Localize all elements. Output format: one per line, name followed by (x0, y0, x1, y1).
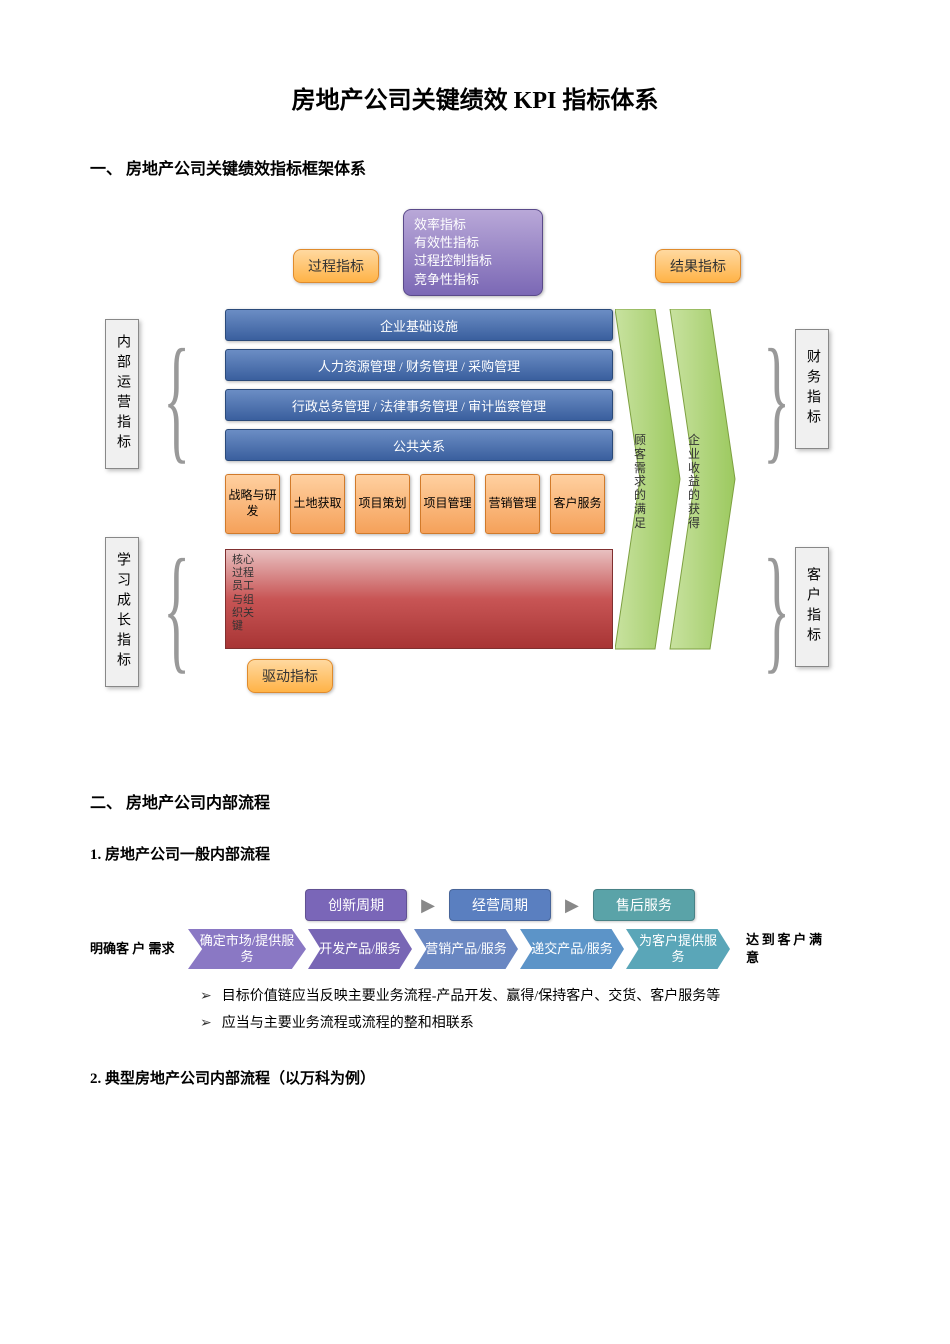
obox-5: 营销管理 (485, 474, 540, 534)
sub-2-heading: 2. 典型房地产公司内部流程（以万科为例） (90, 1067, 860, 1088)
blue-bar-4: 公共关系 (225, 429, 613, 461)
bullet-marker: ➢ (200, 984, 212, 1011)
finance-label: 财务指标 (795, 329, 829, 449)
purple-callout: 效率指标 有效性指标 过程控制指标 竞争性指标 (403, 209, 543, 296)
customer-label: 客户指标 (795, 547, 829, 667)
chevron-5: 为客户提供服务 (626, 929, 730, 969)
internal-ops-label: 内部运营指标 (105, 319, 139, 469)
chevron-row: 明确客 户 需求 确定市场/提供服务 开发产品/服务 营销产品/服务 递交产品/… (90, 929, 860, 969)
arrow-icon: ▶ (559, 895, 585, 916)
bullet-marker: ➢ (200, 1011, 212, 1038)
blue-bar-1: 企业基础设施 (225, 309, 613, 341)
obox-2: 土地获取 (290, 474, 345, 534)
red-band: 核心过程员工与组织关键 (225, 549, 613, 649)
chevron-4: 递交产品/服务 (520, 929, 624, 969)
phase-1: 创新周期 (305, 889, 407, 921)
purple-line-3: 过程控制指标 (414, 252, 532, 270)
result-indicator-callout: 结果指标 (655, 249, 741, 283)
blue-bar-3: 行政总务管理 / 法律事务管理 / 审计监察管理 (225, 389, 613, 421)
section-1-heading: 一、 房地产公司关键绩效指标框架体系 (90, 155, 860, 179)
chevron-3: 营销产品/服务 (414, 929, 518, 969)
purple-line-2: 有效性指标 (414, 234, 532, 252)
obox-6: 客户服务 (550, 474, 605, 534)
green-text-left: 顾客需求的满足 (633, 434, 647, 531)
bullet-1: 目标价值链应当反映主要业务流程-产品开发、赢得/保持客户、交货、客户服务等 (222, 984, 721, 1011)
start-label: 明确客 户 需求 (90, 929, 180, 969)
green-text-right: 企业收益的获得 (687, 434, 701, 531)
phase-3: 售后服务 (593, 889, 695, 921)
chevron-2: 开发产品/服务 (308, 929, 412, 969)
bullet-2: 应当与主要业务流程或流程的整和相联系 (222, 1011, 474, 1038)
red-band-label: 核心过程员工与组织关键 (232, 554, 256, 633)
top-phase-row: 创新周期 ▶ 经营周期 ▶ 售后服务 (90, 889, 860, 921)
section-2-heading: 二、 房地产公司内部流程 (90, 789, 860, 813)
bullet-list: ➢ 目标价值链应当反映主要业务流程-产品开发、赢得/保持客户、交货、客户服务等 ➢… (200, 984, 860, 1037)
process-flow-diagram: 创新周期 ▶ 经营周期 ▶ 售后服务 明确客 户 需求 确定市场/提供服务 开发… (90, 889, 860, 969)
driver-indicator-callout: 驱动指标 (247, 659, 333, 693)
sub-1-heading: 1. 房地产公司一般内部流程 (90, 843, 860, 864)
process-indicator-callout: 过程指标 (293, 249, 379, 283)
end-label: 达到客户满意 (732, 929, 822, 969)
doc-title: 房地产公司关键绩效 KPI 指标体系 (90, 80, 860, 115)
obox-4: 项目管理 (420, 474, 475, 534)
arrow-icon: ▶ (415, 895, 441, 916)
blue-bar-2: 人力资源管理 / 财务管理 / 采购管理 (225, 349, 613, 381)
purple-line-4: 竞争性指标 (414, 271, 532, 289)
obox-1: 战略与研发 (225, 474, 280, 534)
learn-growth-label: 学习成长指标 (105, 537, 139, 687)
purple-line-1: 效率指标 (414, 216, 532, 234)
chevron-1: 确定市场/提供服务 (188, 929, 306, 969)
framework-diagram: 效率指标 有效性指标 过程控制指标 竞争性指标 过程指标 结果指标 驱动指标 内… (95, 209, 855, 749)
obox-3: 项目策划 (355, 474, 410, 534)
phase-2: 经营周期 (449, 889, 551, 921)
